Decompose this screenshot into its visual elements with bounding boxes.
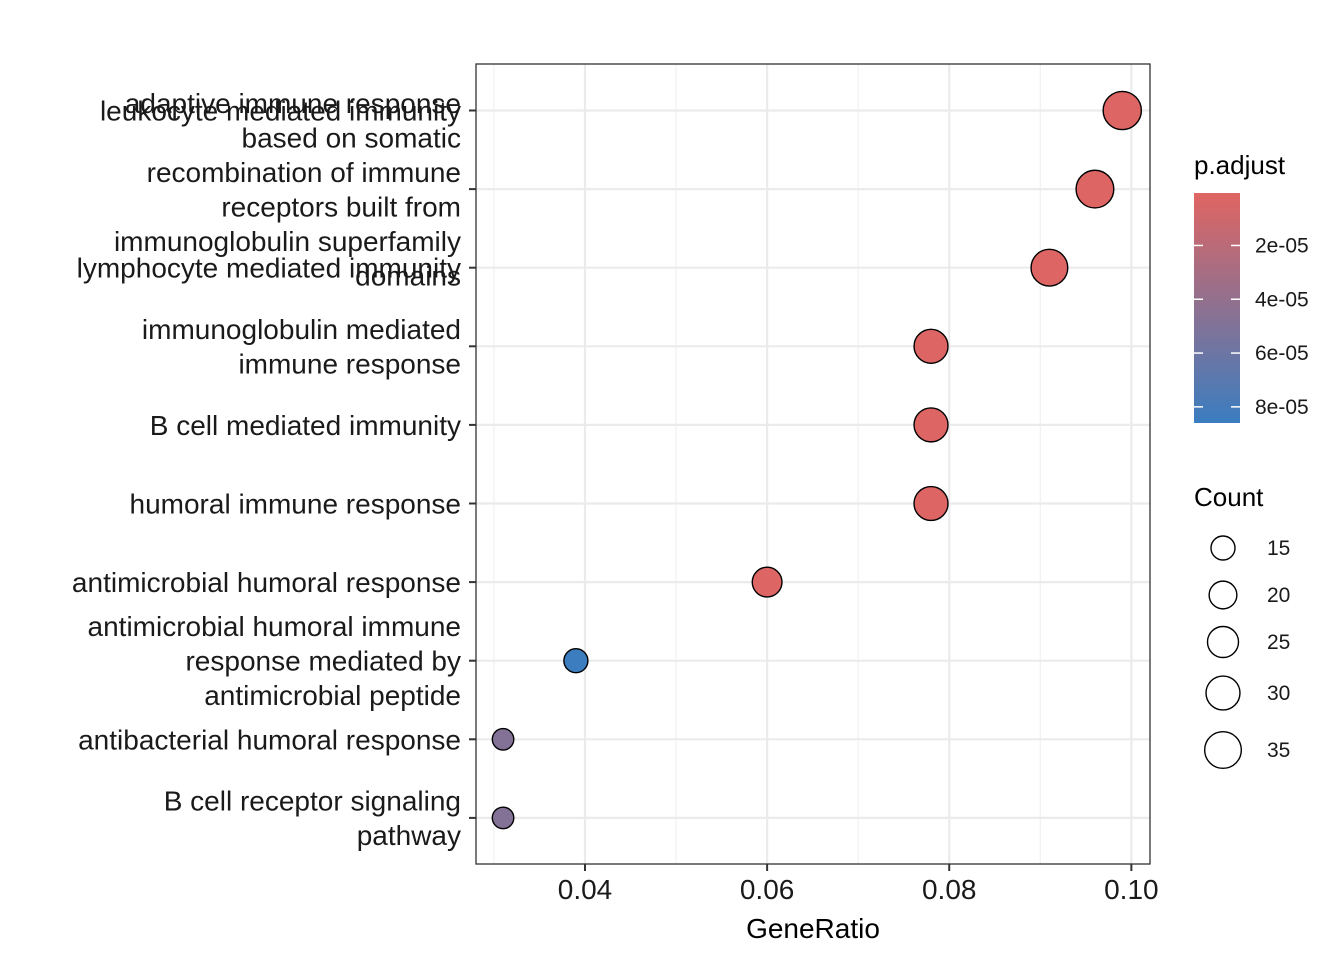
count-legend-label: 25 <box>1267 631 1290 654</box>
y-tick-label: antimicrobial humoral response <box>72 567 461 598</box>
colorbar-tick-label: 2e-05 <box>1255 234 1309 257</box>
count-legend-key <box>1208 580 1238 610</box>
x-axis-title: GeneRatio <box>746 913 880 944</box>
colorbar-tick-label: 8e-05 <box>1255 396 1309 419</box>
count-legend-title: Count <box>1194 482 1264 512</box>
data-point <box>913 485 949 522</box>
count-legend-key <box>1205 675 1241 711</box>
data-point <box>1030 248 1069 287</box>
grid <box>476 64 1150 864</box>
y-tick-label: leukocyte mediated immunity <box>100 96 461 127</box>
data-point <box>1075 169 1115 209</box>
y-tick-label: immunoglobulin mediated immune response <box>142 314 461 380</box>
data-point <box>491 727 515 751</box>
data-point <box>1102 90 1143 131</box>
p-adjust-colorbar <box>1194 193 1240 423</box>
p-adjust-legend-title: p.adjust <box>1194 150 1286 180</box>
count-legend: Count 15 20 25 30 35 <box>1194 482 1290 770</box>
x-tick-label: 0.10 <box>1104 874 1159 905</box>
colorbar-tick-label: 6e-05 <box>1255 342 1309 365</box>
count-legend-label: 35 <box>1267 739 1290 762</box>
data-point <box>913 407 949 443</box>
count-legend-label: 20 <box>1267 584 1290 607</box>
x-tick-label: 0.08 <box>922 874 977 905</box>
x-tick-label: 0.06 <box>740 874 795 905</box>
data-point <box>563 647 589 674</box>
count-legend-label: 15 <box>1267 537 1290 560</box>
y-tick-label: B cell receptor signaling pathway <box>164 786 461 852</box>
y-tick-label: lymphocyte mediated immunity <box>77 253 461 284</box>
y-tick-label: humoral immune response <box>130 489 462 520</box>
colorbar-tick-label: 4e-05 <box>1255 288 1309 311</box>
count-legend-label: 30 <box>1267 682 1290 705</box>
data-points <box>491 90 1143 830</box>
y-tick-label: adaptive immune response based on somatic… <box>114 88 461 292</box>
data-point <box>751 566 783 598</box>
y-tick-label: antibacterial humoral response <box>78 724 461 755</box>
p-adjust-legend: p.adjust 2e-05 4e-05 6e-05 8e-05 <box>1194 150 1309 423</box>
y-tick-label: B cell mediated immunity <box>150 410 461 441</box>
x-axis: 0.04 0.06 0.08 0.10 <box>558 864 1159 905</box>
count-legend-key <box>1203 730 1243 770</box>
y-tick-label: antimicrobial humoral immune response med… <box>88 611 461 711</box>
y-axis: B cell receptor signaling pathway antibact… <box>72 88 476 851</box>
data-point <box>913 328 949 364</box>
data-point <box>491 806 515 830</box>
plot-panel-border <box>475 63 1151 865</box>
count-legend-key <box>1206 625 1240 659</box>
x-tick-label: 0.04 <box>558 874 613 905</box>
count-legend-key <box>1210 535 1236 561</box>
